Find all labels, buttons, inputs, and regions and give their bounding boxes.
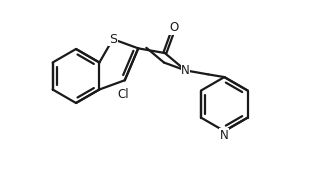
Text: N: N [181,64,190,77]
Text: S: S [109,33,117,46]
Text: Cl: Cl [117,88,129,101]
Text: O: O [169,21,178,34]
Text: N: N [220,129,229,142]
